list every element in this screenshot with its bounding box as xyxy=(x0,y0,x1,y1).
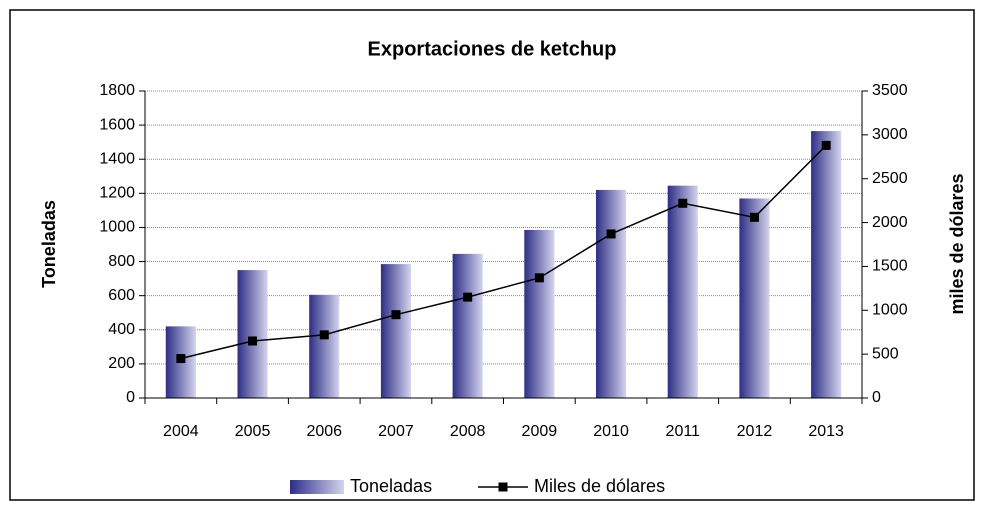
legend-label: Miles de dólares xyxy=(534,476,665,496)
y-tick-label: 600 xyxy=(108,287,135,304)
x-tick-label: 2004 xyxy=(163,423,199,440)
line-marker xyxy=(821,140,831,150)
x-tick-label: 2006 xyxy=(306,423,342,440)
y-tick-label: 1200 xyxy=(99,185,135,202)
chart-title: Exportaciones de ketchup xyxy=(368,38,617,60)
bar xyxy=(811,131,842,398)
y2-tick-label: 3500 xyxy=(872,82,908,99)
x-tick-label: 2005 xyxy=(235,423,271,440)
y2-tick-label: 0 xyxy=(872,389,881,406)
line-marker xyxy=(176,354,186,364)
y2-tick-label: 3000 xyxy=(872,126,908,143)
bar xyxy=(524,230,555,398)
bar xyxy=(380,264,412,398)
line-marker xyxy=(319,330,329,340)
y-axis-title: Toneladas xyxy=(39,200,59,288)
y-tick-label: 1000 xyxy=(99,219,135,236)
x-tick-label: 2013 xyxy=(808,423,844,440)
bar xyxy=(452,253,483,398)
line-marker xyxy=(248,336,258,346)
y-tick-label: 800 xyxy=(108,253,135,270)
line-marker xyxy=(391,310,401,320)
legend-marker xyxy=(498,482,508,492)
bar xyxy=(595,189,627,398)
y-tick-label: 1400 xyxy=(99,150,135,167)
y2-tick-label: 500 xyxy=(872,345,899,362)
bar xyxy=(739,198,770,398)
x-tick-label: 2009 xyxy=(522,423,558,440)
bar xyxy=(309,294,340,398)
y2-tick-label: 2500 xyxy=(872,170,908,187)
x-tick-label: 2010 xyxy=(593,423,629,440)
y2-axis-title: miles de dólares xyxy=(947,173,967,314)
y-tick-label: 400 xyxy=(108,321,135,338)
y2-tick-label: 2000 xyxy=(872,214,908,231)
legend-label: Toneladas xyxy=(350,476,432,496)
legend-swatch xyxy=(290,480,344,494)
line xyxy=(180,144,827,360)
y-tick-label: 200 xyxy=(108,355,135,372)
y-tick-label: 1800 xyxy=(99,82,135,99)
chart-border xyxy=(9,9,975,501)
line-marker xyxy=(463,292,473,302)
line-marker xyxy=(606,229,616,239)
line-marker xyxy=(534,273,544,283)
x-tick-label: 2008 xyxy=(450,423,486,440)
y2-tick-label: 1000 xyxy=(872,302,908,319)
y-tick-label: 1600 xyxy=(99,116,135,133)
bar xyxy=(667,185,698,398)
y-tick-label: 0 xyxy=(126,389,135,406)
x-tick-label: 2007 xyxy=(378,423,414,440)
line-marker xyxy=(749,212,759,222)
y2-tick-label: 1500 xyxy=(872,258,908,275)
x-tick-label: 2012 xyxy=(737,423,773,440)
x-tick-label: 2011 xyxy=(666,423,701,440)
line-marker xyxy=(678,198,688,208)
bar xyxy=(237,270,268,398)
